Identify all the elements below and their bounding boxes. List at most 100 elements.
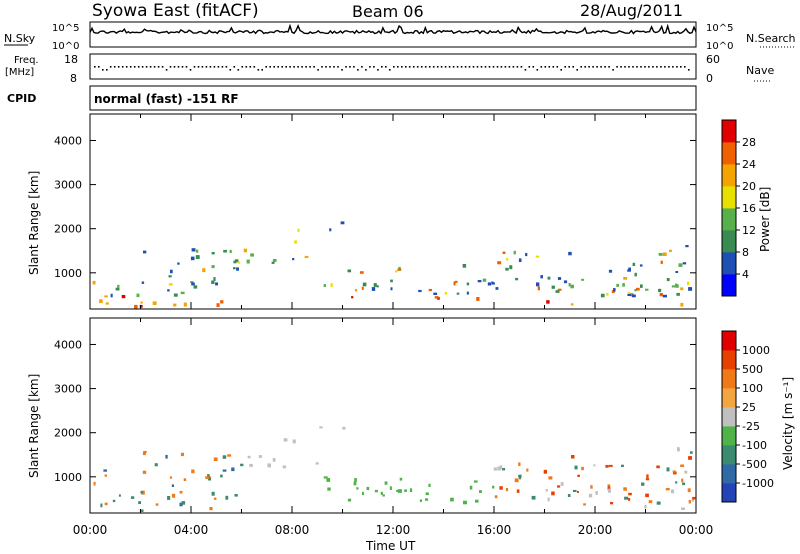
date-title: 28/Aug/2011 bbox=[580, 1, 683, 20]
noise-left-label: N.Sky bbox=[4, 32, 36, 45]
freq-dot bbox=[536, 69, 539, 71]
cpid-label: CPID bbox=[7, 92, 36, 105]
noise-trace bbox=[89, 23, 697, 35]
freq-dot bbox=[564, 66, 566, 68]
power-colorbar-swatch bbox=[722, 142, 736, 165]
velocity-cell bbox=[154, 463, 158, 467]
freq-dot bbox=[245, 66, 248, 68]
freq-dot bbox=[468, 66, 471, 68]
freq-dot bbox=[389, 69, 391, 71]
power-cell bbox=[347, 269, 352, 273]
power-cell bbox=[502, 251, 506, 254]
power-cell bbox=[466, 291, 469, 295]
freq-dot bbox=[452, 66, 455, 68]
freq-dot bbox=[325, 66, 327, 68]
freq-dot bbox=[684, 66, 686, 68]
velocity-cell bbox=[205, 476, 209, 479]
freq-dot bbox=[305, 66, 307, 68]
freq-dot bbox=[197, 66, 200, 68]
velocity-colorbar-label: Velocity [m s⁻¹] bbox=[781, 377, 795, 470]
power-cell bbox=[570, 303, 574, 306]
power-cell bbox=[608, 269, 613, 273]
freq-dot bbox=[644, 66, 646, 68]
power-cell bbox=[168, 283, 173, 286]
power-colorbar-swatch bbox=[722, 208, 736, 231]
station-title: Syowa East (fitACF) bbox=[92, 1, 259, 21]
freq-dot bbox=[584, 66, 586, 68]
velocity-cell bbox=[595, 491, 598, 495]
power-cell bbox=[557, 277, 562, 280]
time-tick-label: 00:00 bbox=[679, 523, 714, 537]
freq-dot bbox=[608, 66, 610, 68]
freq-dot bbox=[476, 66, 479, 68]
power-cell bbox=[376, 285, 379, 288]
power-cell bbox=[246, 259, 250, 264]
freq-dot bbox=[556, 66, 559, 68]
power-cell bbox=[477, 280, 482, 283]
velocity-colorbar-tick-label: 500 bbox=[742, 363, 763, 376]
time-tick-label: 16:00 bbox=[477, 523, 512, 537]
freq-dot bbox=[576, 69, 578, 71]
velocity-cell bbox=[681, 478, 684, 483]
velocity-cell bbox=[213, 457, 218, 461]
velocity-cell bbox=[688, 500, 691, 504]
velocity-cell bbox=[225, 495, 229, 500]
power-cell bbox=[99, 299, 103, 304]
cpid-mode: normal (fast) -151 RF bbox=[94, 92, 239, 106]
power-cell bbox=[639, 264, 643, 267]
freq-dot bbox=[209, 66, 212, 68]
freq-dot bbox=[341, 69, 343, 71]
velocity-colorbar-tick-label: 100 bbox=[742, 382, 763, 395]
power-cell bbox=[518, 258, 522, 262]
power-colorbar-tick-label: 24 bbox=[742, 158, 756, 171]
velocity-cell bbox=[493, 467, 497, 471]
velocity-cell bbox=[526, 468, 529, 472]
freq-dot bbox=[632, 66, 634, 68]
velocity-cell bbox=[494, 495, 498, 499]
power-colorbar: 28 24 20 16 12 8 4 bbox=[721, 119, 756, 297]
velocity-cell bbox=[666, 467, 670, 472]
power-cell bbox=[233, 267, 236, 270]
power-cell bbox=[237, 261, 241, 264]
velocity-cell bbox=[463, 500, 467, 505]
freq-dot bbox=[540, 66, 543, 68]
freq-dot bbox=[353, 66, 355, 68]
freq-dot bbox=[293, 66, 295, 68]
freq-dot bbox=[512, 66, 515, 68]
power-cell bbox=[105, 302, 109, 305]
power-cell bbox=[152, 301, 157, 305]
freq-dot bbox=[369, 66, 371, 68]
time-tick-label: 20:00 bbox=[578, 523, 613, 537]
beam-title: Beam 06 bbox=[352, 2, 424, 21]
power-cell bbox=[454, 280, 458, 283]
velocity-cell bbox=[207, 475, 211, 479]
power-axes: 4000 3000 2000 1000 bbox=[54, 114, 697, 309]
freq-dot bbox=[496, 66, 499, 68]
freq-dot bbox=[241, 66, 244, 68]
power-cell bbox=[622, 283, 625, 287]
freq-dot bbox=[548, 66, 551, 68]
power-cell bbox=[215, 282, 218, 286]
power-cell bbox=[570, 284, 574, 289]
velocity-cell bbox=[347, 498, 352, 502]
velocity-cell bbox=[362, 491, 364, 496]
freq-dot bbox=[357, 69, 359, 71]
velocity-cell bbox=[607, 484, 611, 488]
velocity-cell bbox=[574, 465, 578, 470]
freq-dot bbox=[257, 69, 260, 71]
velocity-cell bbox=[623, 487, 627, 491]
velocity-cell bbox=[258, 455, 262, 458]
power-cell bbox=[482, 278, 487, 282]
velocity-cell bbox=[240, 463, 244, 467]
velocity-cell bbox=[690, 451, 693, 454]
power-cell bbox=[229, 249, 232, 253]
freq-dot bbox=[273, 66, 275, 68]
velocity-cell bbox=[593, 464, 596, 467]
freq-dot bbox=[528, 66, 531, 68]
freq-dot bbox=[560, 69, 562, 71]
velocity-colorbar-swatch bbox=[722, 426, 736, 446]
velocity-cell bbox=[682, 482, 686, 486]
freq-dot bbox=[309, 66, 311, 68]
velocity-cell bbox=[425, 498, 429, 501]
